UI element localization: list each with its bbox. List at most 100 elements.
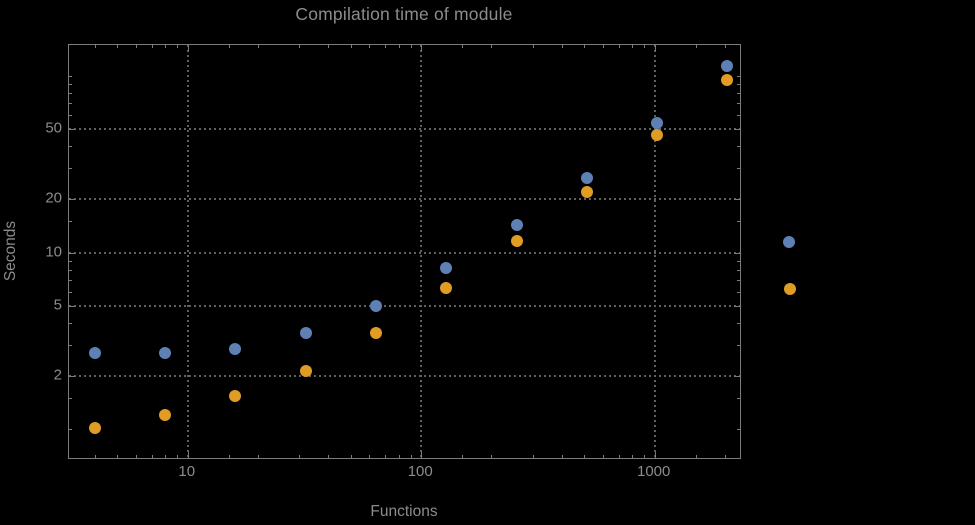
x-tick-mirror: [177, 45, 179, 48]
x-tick: [462, 455, 464, 458]
x-tick-mirror: [584, 45, 586, 48]
x-tick: [94, 455, 96, 458]
x-tick: [724, 455, 726, 458]
x-tick-mirror: [328, 45, 330, 48]
x-tick-mirror: [602, 45, 604, 48]
x-tick-mirror: [350, 45, 352, 48]
x-tick: [561, 455, 563, 458]
data-point-series-1: [440, 261, 453, 274]
x-tick: [328, 455, 330, 458]
y-tick: [69, 291, 72, 293]
x-tick-mirror: [724, 45, 726, 48]
x-tick: [695, 455, 697, 458]
x-tick: [410, 455, 412, 458]
y-tick-mirror: [737, 168, 740, 170]
x-tick-mirror: [410, 45, 412, 48]
data-point-series-2: [721, 74, 734, 87]
x-tick-mirror: [491, 45, 493, 48]
data-point-series-2: [159, 409, 172, 422]
x-tick: [491, 455, 493, 458]
y-tick-label: 20: [45, 189, 62, 207]
y-tick-mirror: [737, 146, 740, 148]
data-point-series-2: [510, 234, 523, 247]
y-tick: [69, 168, 72, 170]
gridline-vertical: [420, 45, 423, 458]
x-tick-mirror: [421, 45, 423, 51]
y-tick-label: 2: [53, 366, 62, 384]
y-tick: [69, 103, 72, 105]
x-tick-mirror: [165, 45, 167, 48]
x-tick-mirror: [117, 45, 119, 48]
gridline-horizontal: [69, 127, 740, 130]
x-tick-mirror: [151, 45, 153, 48]
chart-title: Compilation time of module: [295, 4, 513, 24]
y-tick-mirror: [737, 398, 740, 400]
x-tick: [643, 455, 645, 458]
data-point-series-2: [440, 282, 453, 295]
y-tick-mirror: [737, 260, 740, 262]
y-tick: [69, 114, 72, 116]
x-tick: [117, 455, 119, 458]
data-point-series-1: [721, 59, 734, 72]
y-tick-mirror: [737, 429, 740, 431]
y-tick: [69, 221, 72, 223]
y-tick: [69, 322, 72, 324]
y-tick: [69, 279, 72, 281]
y-tick: [69, 146, 72, 148]
x-tick: [369, 455, 371, 458]
y-tick: [69, 429, 72, 431]
x-tick: [632, 455, 634, 458]
x-tick: [421, 452, 423, 458]
legend-marker-series-1: [783, 236, 795, 248]
x-tick: [151, 455, 153, 458]
y-tick-mirror: [737, 279, 740, 281]
data-point-series-2: [299, 364, 312, 377]
y-tick-mirror: [737, 114, 740, 116]
y-tick-mirror: [737, 345, 740, 347]
y-tick-mirror: [734, 376, 740, 378]
y-tick-label: 10: [45, 243, 62, 261]
data-point-series-2: [88, 421, 101, 434]
y-tick-mirror: [734, 305, 740, 307]
data-point-series-1: [88, 347, 101, 360]
x-axis-label: Functions: [370, 503, 438, 520]
y-tick-mirror: [737, 269, 740, 271]
y-tick-mirror: [737, 83, 740, 85]
x-tick-mirror: [187, 45, 189, 51]
y-tick: [69, 345, 72, 347]
x-tick: [258, 455, 260, 458]
y-tick: [69, 252, 75, 254]
gridline-vertical: [186, 45, 189, 458]
data-point-series-2: [651, 129, 664, 142]
data-point-series-1: [651, 116, 664, 129]
x-tick-mirror: [632, 45, 634, 48]
y-tick-mirror: [737, 75, 740, 77]
x-tick-mirror: [369, 45, 371, 48]
data-point-series-1: [369, 299, 382, 312]
y-tick-mirror: [737, 92, 740, 94]
y-tick: [69, 83, 72, 85]
x-tick-mirror: [94, 45, 96, 48]
x-tick-mirror: [228, 45, 230, 48]
x-tick-label: 100: [407, 463, 433, 480]
x-tick-mirror: [618, 45, 620, 48]
y-tick: [69, 305, 75, 307]
data-point-series-1: [229, 343, 242, 356]
y-tick: [69, 75, 72, 77]
x-tick: [187, 452, 189, 458]
gridline-vertical: [653, 45, 656, 458]
data-point-series-2: [580, 185, 593, 198]
y-tick-label: 50: [45, 119, 62, 137]
y-tick: [69, 376, 75, 378]
y-tick: [69, 92, 72, 94]
y-tick: [69, 269, 72, 271]
x-tick-mirror: [695, 45, 697, 48]
y-tick: [69, 128, 75, 130]
x-tick: [385, 455, 387, 458]
y-tick-mirror: [737, 322, 740, 324]
y-tick-mirror: [737, 221, 740, 223]
gridline-horizontal: [69, 198, 740, 201]
y-tick-mirror: [734, 128, 740, 130]
x-tick-mirror: [385, 45, 387, 48]
